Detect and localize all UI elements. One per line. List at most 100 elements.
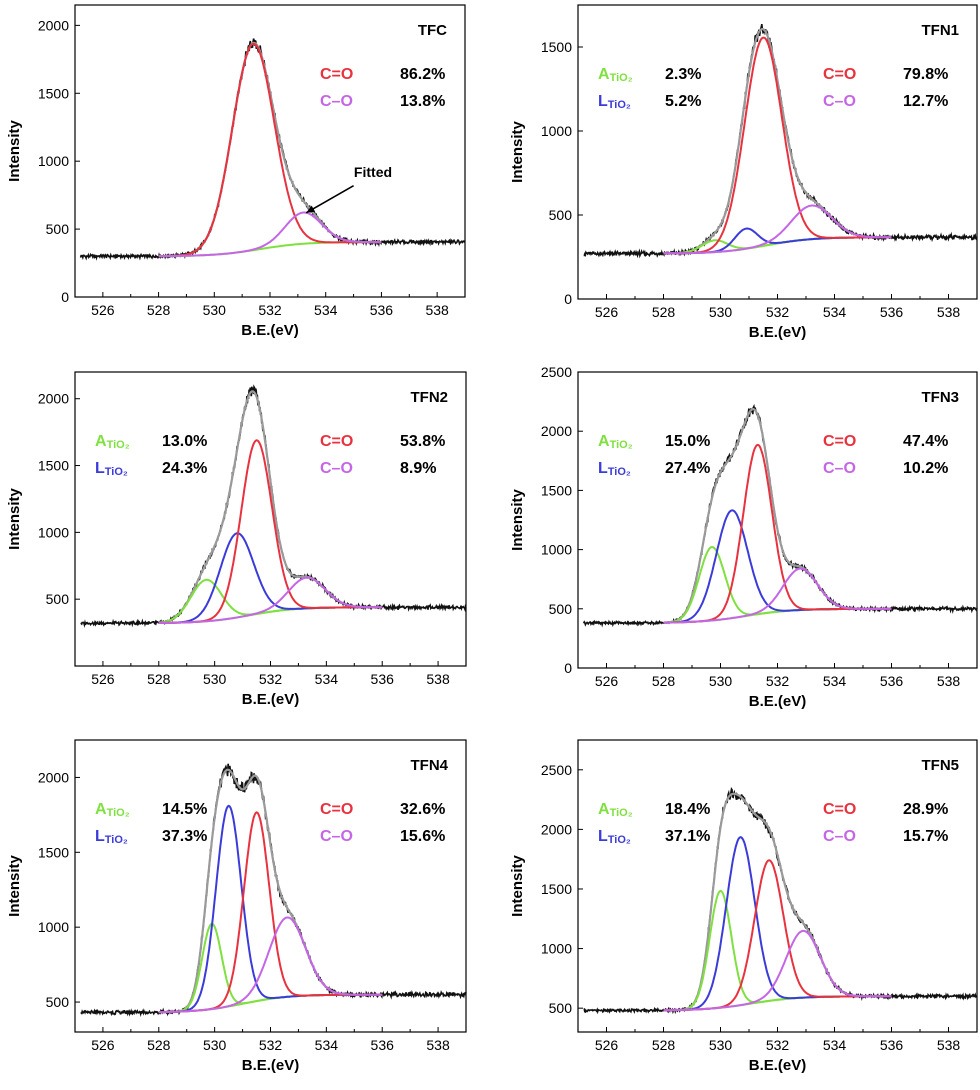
y-tick-label: 2000 <box>541 423 572 439</box>
x-tick-label: 536 <box>371 671 395 687</box>
peak-co-single <box>663 567 892 624</box>
x-tick-label: 532 <box>259 1037 283 1053</box>
y-tick-label: 2000 <box>38 769 69 785</box>
y-tick-label: 500 <box>549 601 573 617</box>
peak-co-single <box>158 576 383 624</box>
background-line <box>663 236 892 255</box>
x-tick-label: 534 <box>314 302 338 318</box>
panel-title: TFN4 <box>411 757 449 774</box>
peak-co-single <box>663 929 892 1012</box>
x-tick-label: 534 <box>823 304 847 320</box>
y-tick-label: 1500 <box>541 39 572 55</box>
legend-label-a: ATiO₂ <box>598 433 633 451</box>
legend-label-l: LTiO₂ <box>598 828 631 846</box>
y-tick-label: 2000 <box>38 391 69 407</box>
y-tick-label: 500 <box>549 1000 573 1016</box>
panel-tfn1: 526 528 530 532 534 536 538 0 500 1000 1500 B.E.(eV… <box>509 4 978 341</box>
legend-value-co-single: 15.6% <box>400 828 445 845</box>
y-tick-label: 1000 <box>38 919 69 935</box>
annotation-arrow <box>305 184 354 214</box>
legend-label-co-double: C=O <box>823 66 856 83</box>
y-tick-label: 0 <box>564 291 572 307</box>
y-axis-title: Intensity <box>6 488 23 550</box>
x-tick-label: 530 <box>709 1037 733 1053</box>
x-tick-label: 536 <box>880 673 904 689</box>
panel-tfn3: 526 528 530 532 534 536 538 0 500 1000 1500 2000 250… <box>509 364 978 710</box>
panel-title: TFN2 <box>411 389 449 406</box>
panel-title: TFN5 <box>922 757 960 774</box>
x-tick-label: 532 <box>258 302 282 318</box>
x-tick-label: 538 <box>937 673 961 689</box>
legend-value-co-single: 12.7% <box>903 93 948 110</box>
x-tick-label: 526 <box>91 302 115 318</box>
x-tick-label: 528 <box>147 671 171 687</box>
plot-frame <box>74 739 467 1033</box>
y-tick-label: 1000 <box>541 941 572 957</box>
x-axis-title: B.E.(eV) <box>242 691 300 708</box>
x-axis-title: B.E.(eV) <box>241 322 299 339</box>
x-tick-label: 526 <box>595 1037 619 1053</box>
legend-value-l: 5.2% <box>665 93 701 110</box>
y-tick-label: 500 <box>46 591 70 607</box>
legend-value-co-double: 79.8% <box>903 66 948 83</box>
legend-value-co-single: 8.9% <box>400 460 436 477</box>
legend-label-co-single: C–O <box>320 460 353 477</box>
x-tick-label: 528 <box>652 304 676 320</box>
legend-label-a: ATiO₂ <box>598 66 633 84</box>
x-tick-label: 530 <box>203 671 227 687</box>
legend-value-a: 18.4% <box>665 801 710 818</box>
x-tick-label: 536 <box>370 302 394 318</box>
y-axis-title: Intensity <box>509 489 526 551</box>
y-tick-label: 2000 <box>541 821 572 837</box>
legend-value-l: 37.1% <box>665 828 710 845</box>
panel-tfn2: 526 528 530 532 534 536 538 500 1000 1500 2000 B.E.… <box>6 371 467 708</box>
legend-value-co-double: 47.4% <box>903 433 948 450</box>
legend-value-co-double: 53.8% <box>400 433 445 450</box>
y-tick-label: 1500 <box>38 85 69 101</box>
y-tick-label: 2000 <box>38 17 69 33</box>
legend-label-co-double: C=O <box>823 801 856 818</box>
x-tick-label: 528 <box>147 1037 171 1053</box>
x-tick-label: 530 <box>709 304 733 320</box>
legend-value-co-single: 10.2% <box>903 460 948 477</box>
y-tick-label: 1500 <box>38 458 69 474</box>
x-tick-label: 532 <box>766 304 790 320</box>
x-tick-label: 526 <box>595 304 619 320</box>
x-tick-label: 528 <box>147 302 171 318</box>
y-tick-label: 0 <box>564 660 572 676</box>
x-tick-label: 528 <box>652 1037 676 1053</box>
legend-label-co-single: C–O <box>823 828 856 845</box>
legend-value-l: 37.3% <box>162 828 207 845</box>
x-axis-title: B.E.(eV) <box>242 1057 300 1074</box>
x-tick-label: 538 <box>937 304 961 320</box>
x-tick-label: 530 <box>203 1037 227 1053</box>
y-axis-title: Intensity <box>509 855 526 917</box>
legend-label-l: LTiO₂ <box>598 93 631 111</box>
x-tick-label: 536 <box>880 304 904 320</box>
peak-a <box>663 236 892 255</box>
legend-label-l: LTiO₂ <box>598 460 631 478</box>
y-tick-label: 1500 <box>541 482 572 498</box>
y-tick-label: 500 <box>46 994 70 1010</box>
x-tick-label: 538 <box>426 671 450 687</box>
x-tick-label: 530 <box>203 302 227 318</box>
x-tick-label: 526 <box>595 673 619 689</box>
y-axis-title: Intensity <box>509 121 526 183</box>
panel-tfc: 526 528 530 532 534 536 538 0 500 1000 1500 2000 B.E… <box>6 4 466 339</box>
x-tick-label: 536 <box>880 1037 904 1053</box>
legend-value-l: 27.4% <box>665 460 710 477</box>
y-axis-title: Intensity <box>6 855 23 917</box>
legend-value-a: 2.3% <box>665 66 701 83</box>
x-tick-label: 532 <box>766 673 790 689</box>
x-tick-label: 538 <box>425 302 449 318</box>
legend-label-co-double: C=O <box>823 433 856 450</box>
x-tick-label: 532 <box>259 671 283 687</box>
legend-value-co-double: 32.6% <box>400 801 445 818</box>
panel-title: TFN3 <box>922 389 960 406</box>
legend-label-l: LTiO₂ <box>95 460 128 478</box>
x-tick-label: 534 <box>315 671 339 687</box>
legend-label-l: LTiO₂ <box>95 828 128 846</box>
x-axis-title: B.E.(eV) <box>749 1057 807 1074</box>
panel-title: TFN1 <box>922 22 960 39</box>
x-tick-label: 538 <box>426 1037 450 1053</box>
